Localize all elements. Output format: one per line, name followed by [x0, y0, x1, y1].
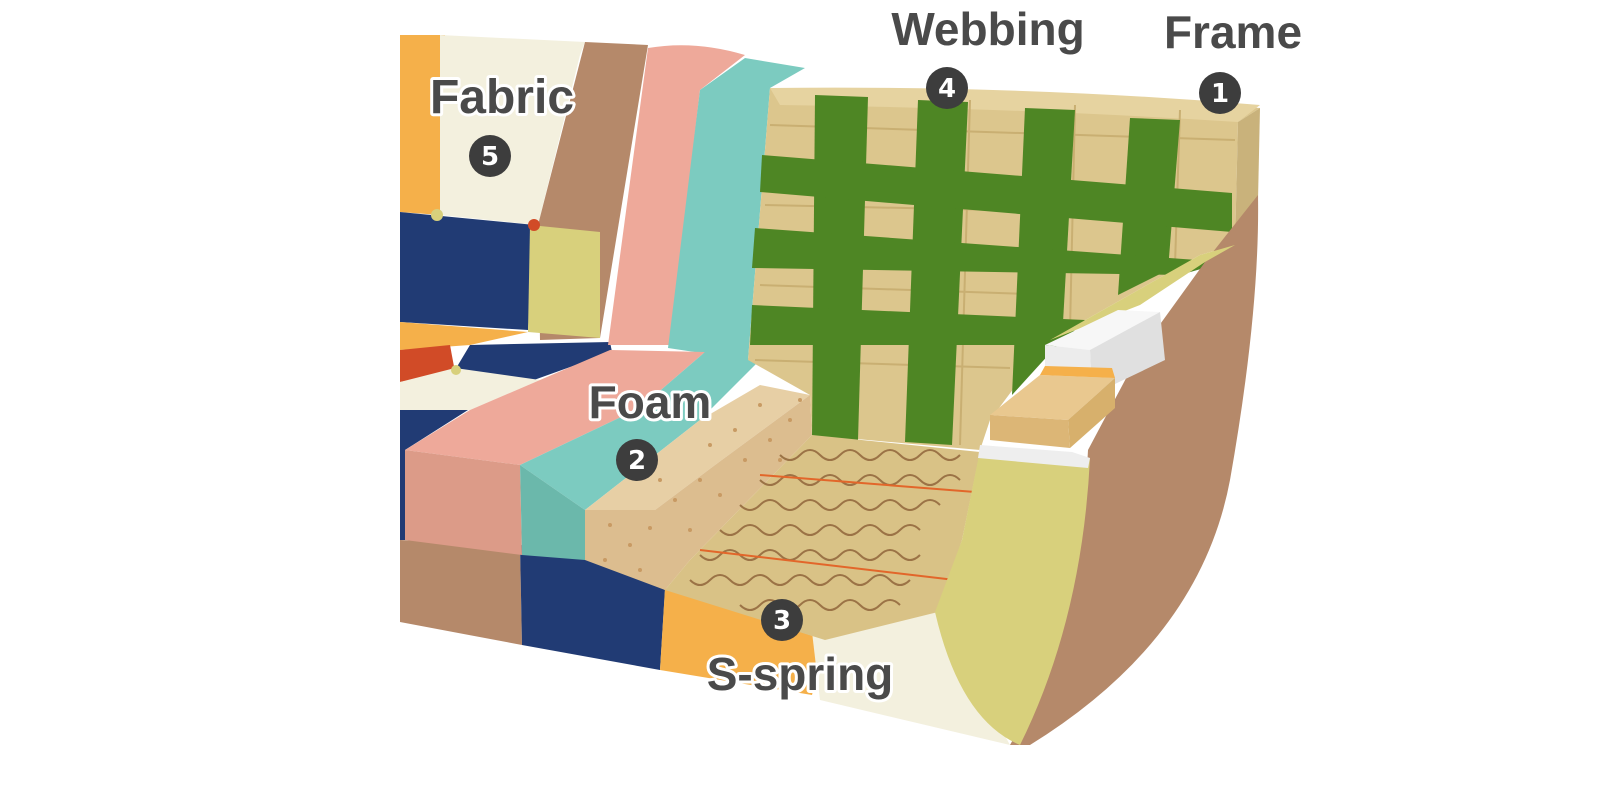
fabric-patch-cream-top: [440, 35, 585, 225]
arm-layer: [935, 195, 1259, 745]
webbing-strap-horizontal: [752, 228, 1225, 275]
arm-inner-side: [935, 450, 1090, 745]
foam-seat-teal-front: [520, 465, 585, 560]
label-webbing-badge: [926, 67, 968, 109]
foam-seat-pink-top: [405, 350, 705, 465]
arm-ledge: [978, 445, 1090, 468]
arm-foam-orange-strip: [1040, 366, 1115, 378]
arm-foam-top: [990, 375, 1115, 420]
webbing-strap-horizontal: [760, 155, 1232, 232]
fabric-patch-orange-seat: [400, 322, 528, 350]
webbing-layer: [750, 95, 1232, 445]
label-webbing: Webbing 4: [888, 0, 1088, 109]
foam-back-pink: [608, 45, 745, 345]
arm-foam-side: [1068, 378, 1115, 448]
webbing-strap-horizontal: [750, 305, 1085, 345]
label-webbing-number: 4: [938, 74, 956, 104]
label-spring-badge: [761, 599, 803, 641]
foam-speckles: [603, 398, 802, 572]
fabric-patch-navy-front: [400, 410, 468, 540]
fabric-base-orange: [660, 588, 825, 695]
frame-top-rail: [770, 87, 1260, 122]
label-frame-text: Frame: [1164, 6, 1302, 58]
label-foam-badge: [616, 439, 658, 481]
label-frame-number: 1: [1211, 79, 1229, 109]
arm-foam-front: [990, 415, 1070, 448]
arm-outer-shell: [1010, 195, 1259, 745]
foam-seat-speckle-front: [585, 395, 812, 590]
arm-upper-olive: [1050, 245, 1235, 340]
label-fabric-badge: [469, 135, 511, 177]
foam-back-teal: [668, 58, 805, 360]
fabric-base-cream: [810, 610, 1010, 745]
label-spring-text: S-spring: [707, 648, 894, 700]
label-frame-badge: [1199, 72, 1241, 114]
fabric-patch-cream-seat: [400, 368, 540, 410]
foam-layer: [405, 45, 812, 590]
spring-layer: [665, 435, 980, 640]
label-fabric-number: 5: [481, 142, 499, 172]
arm-pad-top: [1045, 310, 1160, 350]
fabric-patch-olive-mid: [528, 225, 600, 338]
fabric-layer: [400, 35, 1010, 745]
label-fabric-text: Fabric: [430, 71, 574, 124]
frame-side-post: [1235, 108, 1260, 245]
label-spring-number: 3: [773, 606, 791, 636]
fabric-piping-dot: [431, 209, 443, 221]
spring-cross-wires: [699, 474, 976, 581]
foam-seat-teal-top: [520, 352, 760, 510]
fabric-patch-navy-left: [400, 212, 535, 330]
label-frame: Frame 1: [1161, 3, 1305, 114]
label-webbing-text: Webbing: [891, 3, 1084, 55]
fabric-base-brown: [400, 540, 522, 645]
fabric-piping-dot: [451, 365, 461, 375]
label-foam: Foam 2: [586, 373, 714, 481]
label-foam-text: Foam: [589, 376, 712, 428]
label-foam-number: 2: [628, 446, 646, 476]
fabric-patch-orange-top: [400, 35, 445, 215]
label-spring: 3 S-spring: [704, 599, 896, 703]
fabric-piping-dot: [528, 219, 540, 231]
label-fabric: Fabric 5: [427, 68, 577, 177]
foam-seat-pink-front: [405, 450, 522, 555]
